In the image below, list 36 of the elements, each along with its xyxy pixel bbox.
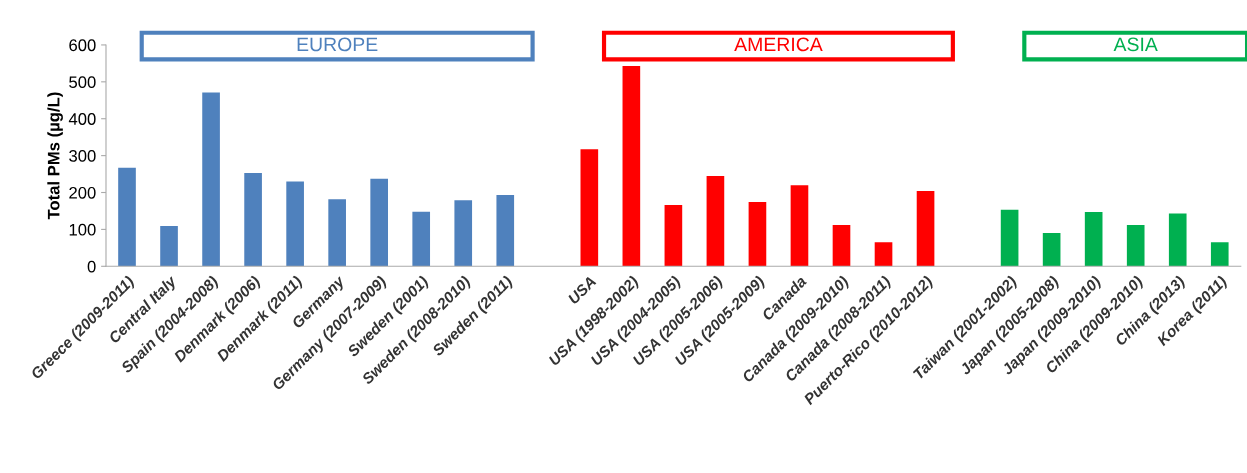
bar — [370, 178, 389, 267]
y-tick-label: 400 — [68, 113, 96, 125]
annotation: EUROPE — [297, 37, 378, 52]
bar — [1210, 242, 1229, 267]
annotation: AMERICA — [734, 37, 823, 52]
bar — [832, 224, 851, 267]
bar — [874, 242, 893, 267]
y-tick-label: 100 — [69, 223, 96, 236]
bar — [580, 149, 599, 267]
y-tick-label: 500 — [69, 76, 96, 89]
bar — [496, 195, 515, 267]
bar — [454, 200, 473, 267]
bar — [1168, 213, 1187, 267]
bar — [1126, 224, 1145, 267]
bar — [916, 191, 935, 267]
bar — [790, 185, 809, 267]
bar — [664, 205, 683, 267]
y-tick-label: 600 — [69, 39, 96, 52]
y-tick-label: 0 — [87, 260, 96, 273]
bar — [286, 181, 304, 267]
y-tick-label: 200 — [69, 186, 96, 199]
bar — [160, 226, 178, 267]
bar — [622, 65, 641, 267]
bar — [118, 167, 136, 267]
y-axis-title: Total PMs (µg/L) — [47, 92, 63, 220]
bar — [202, 92, 220, 267]
bar — [328, 199, 346, 267]
bar — [706, 175, 725, 267]
annotation: ASIA — [1113, 37, 1158, 52]
bar — [244, 172, 262, 267]
bar — [1084, 212, 1103, 267]
bar — [1000, 209, 1019, 267]
bar — [412, 211, 431, 267]
bar — [1042, 233, 1061, 267]
bar — [748, 202, 767, 267]
y-tick-label: 300 — [69, 150, 96, 162]
